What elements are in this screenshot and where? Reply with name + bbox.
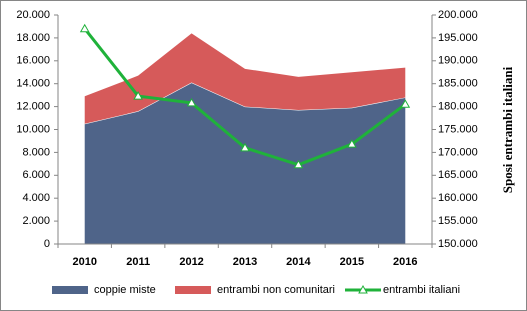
y2-tick-label: 195.000 <box>438 32 478 44</box>
y-tick-label: 6.000 <box>22 169 50 181</box>
y2-tick-label: 190.000 <box>438 55 478 67</box>
x-tick-label: 2012 <box>179 256 203 268</box>
marker <box>400 99 411 108</box>
y2-tick-label: 150.000 <box>438 238 478 250</box>
y2-tick-label: 155.000 <box>438 215 478 227</box>
x-tick-label: 2011 <box>126 256 150 268</box>
x-tick-label: 2010 <box>72 256 96 268</box>
legend-swatch <box>175 286 211 294</box>
legend-swatch <box>52 286 88 294</box>
y2-tick-label: 165.000 <box>438 169 478 181</box>
legend-marker <box>358 284 368 294</box>
x-tick-label: 2014 <box>286 256 311 268</box>
marker <box>133 91 144 100</box>
marker <box>293 159 304 169</box>
y2-tick-label: 175.000 <box>438 123 478 135</box>
x-tick-label: 2016 <box>393 256 417 268</box>
y2-tick-label: 185.000 <box>438 78 478 90</box>
y2-tick-label: 170.000 <box>438 146 478 158</box>
y-tick-label: 18.000 <box>16 32 50 44</box>
y-tick-label: 4.000 <box>22 192 50 204</box>
marker <box>186 97 197 107</box>
y2-tick-label: 200.000 <box>438 9 478 21</box>
y2-tick-label: 160.000 <box>438 192 478 204</box>
legend-label: entrambi italiani <box>383 284 460 296</box>
x-tick-label: 2013 <box>233 256 257 268</box>
y2-tick-label: 180.000 <box>438 101 478 113</box>
marker <box>346 139 357 148</box>
y-tick-label: 0 <box>44 238 50 250</box>
marker <box>79 23 90 33</box>
y-tick-label: 8.000 <box>22 146 50 158</box>
legend-label: coppie miste <box>94 284 156 296</box>
y-tick-label: 14.000 <box>16 78 50 90</box>
legend-label: entrambi non comunitari <box>217 284 335 296</box>
y-tick-label: 2.000 <box>22 215 50 227</box>
marker <box>240 142 250 152</box>
area <box>84 82 406 245</box>
x-tick-label: 2015 <box>340 256 364 268</box>
area <box>84 33 406 124</box>
y-tick-label: 12.000 <box>16 101 50 113</box>
y-tick-label: 16.000 <box>16 55 50 67</box>
y-tick-label: 10.000 <box>16 123 50 135</box>
y2-axis-title: Sposi entrambi italiani <box>500 66 515 193</box>
y-tick-label: 20.000 <box>16 9 50 21</box>
